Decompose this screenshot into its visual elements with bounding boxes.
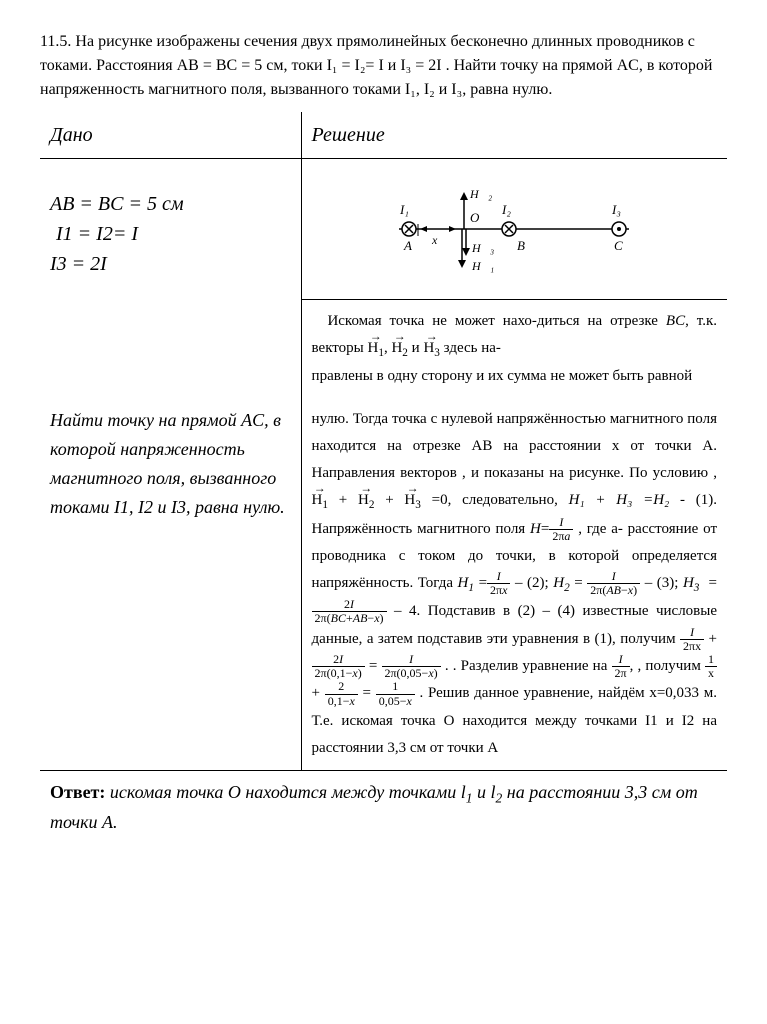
given-line2: I1 = I2= I xyxy=(50,219,291,249)
frac-H: I2πa xyxy=(549,516,573,543)
answer-b: и l xyxy=(477,782,496,802)
problem-statement: 11.5. На рисунке изображены сечения двух… xyxy=(40,30,727,102)
sol-p3f: – (2); xyxy=(515,575,553,591)
header-row: Дано Решение xyxy=(40,112,727,159)
find-text: Найти точку на прямой AC, в которой напр… xyxy=(50,410,285,516)
svg-text:A: A xyxy=(403,238,412,253)
sol-p3b: =0, следовательно, xyxy=(432,492,569,508)
find-cell: Найти точку на прямой AC, в которой напр… xyxy=(40,398,301,770)
svg-text:I₂: I₂ xyxy=(501,202,511,217)
solution-para-2: нулю. Тогда точка с нулевой напряжённост… xyxy=(301,398,727,770)
sol-p3c: H₁ + H₃ =H₂ xyxy=(569,492,670,508)
frac-s1: 1x xyxy=(705,653,717,680)
answer-row: Ответ: искомая точка O находится между т… xyxy=(40,770,727,843)
frac-eq3: I2π(0,05−x) xyxy=(382,653,441,680)
header-solution: Решение xyxy=(301,112,727,159)
svg-text:x: x xyxy=(431,233,438,247)
sol-p3i: . . Разделив уравнение на xyxy=(445,658,612,674)
frac-s2: 20,1−x xyxy=(325,680,358,707)
solution-para-1: Искомая точка не может нахо-диться на от… xyxy=(301,300,727,399)
frac-eq1: I2πx xyxy=(680,626,704,653)
vec-h1b: H1 xyxy=(312,487,328,515)
answer-label: Ответ: xyxy=(50,782,105,802)
answer-cell: Ответ: искомая точка O находится между т… xyxy=(40,770,727,843)
sol-p3j: , получим xyxy=(638,658,705,674)
frac-H2: I2π(AB−x) xyxy=(587,570,640,597)
vec-h2: H2 xyxy=(391,335,407,363)
frac-s3: 10,05−x xyxy=(376,680,415,707)
solution-table: Дано Решение AB = BC = 5 см I1 = I2= I I… xyxy=(40,112,727,844)
sol-t3: здесь на- xyxy=(440,340,501,356)
given-line3: I3 = 2I xyxy=(50,249,291,279)
diagram-cell: I₁ A I₂ B I₃ C O H⃗₂ xyxy=(301,159,727,300)
svg-text:H⃗₃: H⃗₃ xyxy=(471,241,494,255)
problem-text-body: На рисунке изображены сечения двух прямо… xyxy=(40,33,712,98)
svg-text:H⃗₁: H⃗₁ xyxy=(471,259,494,273)
frac-H3: 2I2π(BC+AB−x) xyxy=(312,598,387,625)
svg-text:I₁: I₁ xyxy=(399,202,409,217)
vec-h2b: H2 xyxy=(358,487,374,515)
given-cell: AB = BC = 5 см I1 = I2= I I3 = 2I xyxy=(40,159,301,399)
given-line1: AB = BC = 5 см xyxy=(50,189,291,219)
frac-eq2: 2I2π(0,1−x) xyxy=(312,653,365,680)
sol-p3a: нулю. Тогда точка с нулевой напряжённост… xyxy=(312,411,717,481)
vec-h3b: H3 xyxy=(404,487,420,515)
sol-bc: BC xyxy=(666,313,685,329)
sol-t4: правлены в одну сторону и их сумма не мо… xyxy=(312,363,717,390)
svg-text:C: C xyxy=(614,238,623,253)
frac-H1: I2πx xyxy=(487,570,510,597)
frac-div: I2π xyxy=(612,653,630,680)
problem-number: 11.5. xyxy=(40,33,71,50)
sol-p3g: – (3); xyxy=(645,575,683,591)
vec-h1: H1 xyxy=(367,335,383,363)
sol-p3k: . Решив данное уравнение, найдём х=0,033… xyxy=(312,686,717,756)
svg-text:B: B xyxy=(517,238,525,253)
circuit-diagram: I₁ A I₂ B I₃ C O H⃗₂ xyxy=(374,174,654,284)
vec-h3: H3 xyxy=(423,335,439,363)
svg-text:H⃗₂: H⃗₂ xyxy=(469,187,492,201)
svg-text:O: O xyxy=(470,210,480,225)
answer-a: искомая точка O находится между точками … xyxy=(110,782,466,802)
svg-text:I₃: I₃ xyxy=(611,202,621,217)
header-given: Дано xyxy=(40,112,301,159)
